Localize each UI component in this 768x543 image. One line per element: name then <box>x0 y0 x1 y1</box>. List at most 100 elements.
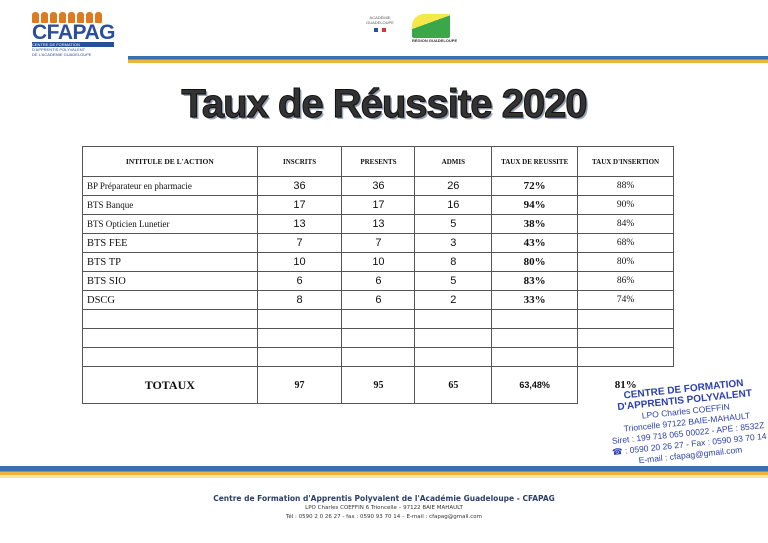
table-row: BTS TP 10 10 8 80% 80% <box>82 252 674 272</box>
footer-address: LPO Charles COEFFIN 6 Trioncelle – 97122… <box>305 505 463 511</box>
header-stripe <box>128 56 768 63</box>
cell-admis: 5 <box>414 271 493 291</box>
cell-insertion: 88% <box>577 176 674 196</box>
empty-cell <box>341 347 416 367</box>
cell-admis: 16 <box>414 195 493 215</box>
total-presents: 95 <box>341 366 416 404</box>
empty-cell <box>577 347 674 367</box>
academie-logo-text: ACADÉMIE GUADELOUPE <box>366 15 394 25</box>
cell-insertion: 80% <box>577 252 674 272</box>
footer-stripe <box>0 466 768 478</box>
cell-inscrits: 17 <box>256 195 343 215</box>
empty-cell <box>414 347 493 367</box>
empty-row <box>82 328 674 348</box>
empty-cell <box>414 309 493 329</box>
region-logo-text: RÉGION GUADELOUPE <box>412 38 458 43</box>
table-row: DSCG 8 6 2 33% 74% <box>82 290 674 310</box>
table-row: BTS FEE 7 7 3 43% 68% <box>82 233 674 253</box>
column-header: INSCRITS <box>256 146 343 177</box>
cell-reussite: 80% <box>491 252 579 272</box>
page-title: Taux de Réussite 2020 <box>181 82 588 127</box>
total-inscrits: 97 <box>256 366 343 404</box>
total-insertion: 81% <box>577 366 674 404</box>
cell-presents: 10 <box>341 252 416 272</box>
cell-reussite: 38% <box>491 214 579 234</box>
cell-presents: 13 <box>341 214 416 234</box>
cell-inscrits: 7 <box>256 233 343 253</box>
empty-cell <box>414 328 493 348</box>
cell-presents: 6 <box>341 271 416 291</box>
total-label: TOTAUX <box>82 366 258 404</box>
cell-admis: 3 <box>414 233 493 253</box>
cell-admis: 26 <box>414 176 493 196</box>
region-logo: RÉGION GUADELOUPE <box>412 14 460 50</box>
region-logo-shape <box>412 14 450 38</box>
cell-inscrits: 10 <box>256 252 343 272</box>
cell-reussite: 83% <box>491 271 579 291</box>
cell-reussite: 33% <box>491 290 579 310</box>
totals-row: TOTAUX 97 95 65 63,48% 81% <box>82 366 674 404</box>
results-table: INTITULE DE L'ACTION INSCRITS PRESENTS ADMI… <box>82 146 674 404</box>
column-header: INTITULE DE L'ACTION <box>82 146 258 177</box>
cell-action: BTS Opticien Lunetier <box>82 214 258 234</box>
column-header: TAUX DE REUSSITE <box>491 146 579 177</box>
total-admis: 65 <box>414 366 493 404</box>
empty-cell <box>256 309 343 329</box>
cell-insertion: 74% <box>577 290 674 310</box>
logo-subtitle: CENTRE DE FORMATION <box>32 42 114 47</box>
cell-admis: 2 <box>414 290 493 310</box>
empty-cell <box>82 328 258 348</box>
cell-reussite: 43% <box>491 233 579 253</box>
cell-action: BTS SIO <box>82 271 258 291</box>
cell-action: DSCG <box>82 290 258 310</box>
empty-cell <box>256 328 343 348</box>
column-header: TAUX D'INSERTION <box>577 146 674 177</box>
cell-action: BP Préparateur en pharmacie <box>82 176 258 196</box>
cell-admis: 8 <box>414 252 493 272</box>
table-row: BTS Banque 17 17 16 94% 90% <box>82 195 674 215</box>
cell-reussite: 72% <box>491 176 579 196</box>
cell-presents: 6 <box>341 290 416 310</box>
footer-title: Centre de Formation d'Apprentis Polyvale… <box>213 494 555 503</box>
logo-subtitle: DE L'ACADEMIE GUADELOUPE <box>32 52 92 57</box>
empty-row <box>82 309 674 329</box>
column-header: ADMIS <box>414 146 493 177</box>
academie-logo: ACADÉMIE GUADELOUPE <box>360 15 400 51</box>
logo-figures <box>32 12 114 24</box>
empty-cell <box>491 347 579 367</box>
empty-cell <box>341 309 416 329</box>
table-row: BP Préparateur en pharmacie 36 36 26 72% 88% <box>82 176 674 196</box>
footer-contact: Tél : 0590 2 0 26 27 - fax : 0590 93 70 … <box>285 514 483 520</box>
logo-subtitle: D'APPRENTIS POLYVALENT <box>32 47 86 52</box>
empty-row <box>82 347 674 367</box>
table-row: BTS Opticien Lunetier 13 13 5 38% 84% <box>82 214 674 234</box>
column-header: PRESENTS <box>341 146 416 177</box>
empty-cell <box>82 309 258 329</box>
cell-presents: 17 <box>341 195 416 215</box>
cell-admis: 5 <box>414 214 493 234</box>
cell-action: BTS TP <box>82 252 258 272</box>
cell-inscrits: 13 <box>256 214 343 234</box>
empty-cell <box>82 347 258 367</box>
logo-text: CFAPAG <box>32 21 115 44</box>
cell-insertion: 68% <box>577 233 674 253</box>
cell-insertion: 86% <box>577 271 674 291</box>
empty-cell <box>491 309 579 329</box>
cell-action: BTS Banque <box>82 195 258 215</box>
empty-cell <box>577 309 674 329</box>
cell-inscrits: 8 <box>256 290 343 310</box>
footer: Centre de Formation d'Apprentis Polyvale… <box>0 493 768 522</box>
table-row: BTS SIO 6 6 5 83% 86% <box>82 271 674 291</box>
french-flag <box>374 28 386 32</box>
cell-reussite: 94% <box>491 195 579 215</box>
cell-inscrits: 6 <box>256 271 343 291</box>
cfapag-logo: CFAPAG CENTRE DE FORMATION D'APPRENTIS P… <box>32 12 115 57</box>
cell-presents: 36 <box>341 176 416 196</box>
cell-presents: 7 <box>341 233 416 253</box>
cell-insertion: 90% <box>577 195 674 215</box>
cell-inscrits: 36 <box>256 176 343 196</box>
empty-cell <box>577 328 674 348</box>
cell-action: BTS FEE <box>82 233 258 253</box>
empty-cell <box>341 328 416 348</box>
total-reussite: 63,48% <box>491 366 579 404</box>
